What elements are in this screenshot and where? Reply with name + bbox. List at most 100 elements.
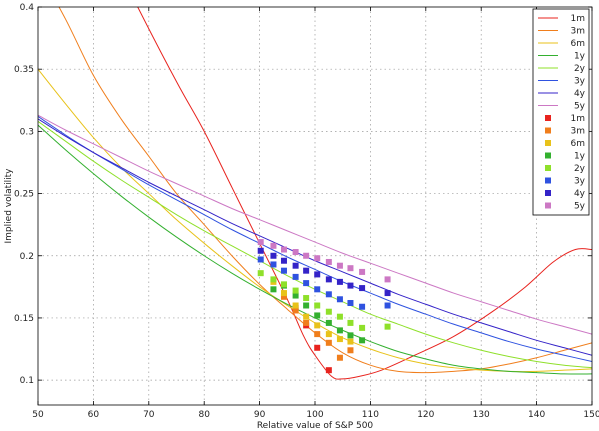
y-tick-label: 0.2	[20, 252, 34, 262]
marker-2y	[292, 287, 299, 294]
marker-1y	[303, 302, 310, 309]
legend-label-4y: 4y	[574, 89, 586, 99]
marker-5y	[347, 265, 354, 272]
x-tick-label: 110	[362, 410, 379, 420]
marker-4y	[280, 257, 287, 264]
x-tick-label: 130	[473, 410, 490, 420]
marker-5y	[303, 252, 310, 259]
marker-1y	[347, 332, 354, 339]
x-tick-label: 90	[254, 410, 266, 420]
marker-1y	[336, 327, 343, 334]
marker-3m	[303, 319, 310, 326]
legend-label-3m: 3m	[571, 127, 586, 137]
legend-label-5y: 5y	[574, 202, 586, 212]
legend-marker-swatch-2y	[545, 165, 551, 171]
legend-marker-swatch-1y	[545, 152, 551, 159]
y-axis-label: Implied volatility	[4, 168, 14, 244]
marker-6m	[336, 336, 343, 343]
legend-marker-swatch-6m	[545, 140, 551, 146]
y-tick-label: 0.4	[20, 3, 35, 13]
marker-4y	[336, 278, 343, 285]
marker-6m	[347, 338, 354, 345]
legend-label-1m: 1m	[571, 114, 586, 124]
marker-3m	[292, 307, 299, 314]
marker-2y	[347, 319, 354, 326]
legend-label-1m: 1m	[571, 14, 586, 24]
marker-5y	[270, 242, 277, 249]
legend-marker-swatch-3m	[545, 127, 551, 134]
marker-5y	[359, 268, 366, 275]
x-tick-label: 150	[583, 410, 599, 420]
y-tick-label: 0.3	[20, 127, 34, 137]
legend: 1m 3m 6m 1y 2y 3y 4y 5y 1m 3m 6m 1y 2y 3y 4y 5y	[532, 8, 590, 216]
legend-label-3y: 3y	[574, 177, 586, 187]
marker-1y	[270, 286, 277, 293]
marker-6m	[303, 313, 310, 320]
plot-area	[38, 7, 592, 380]
legend-label-6m: 6m	[571, 139, 586, 149]
marker-4y	[292, 262, 299, 269]
marker-3y	[384, 302, 391, 309]
marker-4y	[359, 285, 366, 292]
marker-3y	[280, 267, 287, 274]
marker-3m	[280, 293, 287, 300]
marker-1y	[359, 337, 366, 344]
marker-4y	[347, 282, 354, 289]
legend-label-2y: 2y	[574, 164, 586, 174]
marker-3m	[314, 331, 321, 338]
tick-labels: 50 60 70 80 90 100 110 120 130 140 150 0.1 0.15 0.2 0.…	[14, 3, 599, 420]
plot-frame	[37, 6, 593, 406]
line-series-3y	[38, 116, 592, 362]
marker-3m	[347, 347, 354, 354]
marker-4y	[384, 290, 391, 297]
marker-1y	[314, 312, 321, 319]
marker-2y	[384, 323, 391, 330]
y-tick-label: 0.25	[14, 190, 34, 200]
marker-1m	[325, 367, 332, 374]
marker-3y	[359, 303, 366, 310]
series-group	[38, 7, 592, 380]
y-tick-label: 0.1	[20, 376, 34, 386]
marker-5y	[257, 239, 264, 246]
x-tick-label: 120	[417, 410, 434, 420]
legend-marker-swatch-5y	[545, 202, 551, 209]
marker-1y	[325, 319, 332, 326]
legend-label-5y: 5y	[574, 102, 586, 112]
marker-6m	[325, 331, 332, 338]
legend-label-1y: 1y	[574, 152, 586, 162]
marker-5y	[280, 246, 287, 253]
marker-2y	[280, 281, 287, 288]
marker-3y	[257, 256, 264, 263]
marker-4y	[303, 267, 310, 274]
x-tick-label: 80	[198, 410, 210, 420]
legend-label-3m: 3m	[571, 27, 586, 37]
marker-1y	[292, 292, 299, 299]
marker-5y	[384, 276, 391, 283]
marker-4y	[314, 271, 321, 278]
line-series-1m	[137, 7, 592, 380]
x-tick-label: 50	[32, 410, 44, 420]
marker-5y	[336, 262, 343, 269]
marker-2y	[303, 295, 310, 302]
x-tick-label: 140	[528, 410, 545, 420]
legend-label-4y: 4y	[574, 189, 586, 199]
marker-3y	[325, 291, 332, 298]
marker-2y	[270, 276, 277, 283]
legend-marker-swatch-3y	[545, 177, 551, 184]
marker-6m	[280, 290, 287, 297]
marker-5y	[314, 255, 321, 262]
marker-3y	[314, 286, 321, 293]
marker-6m	[292, 302, 299, 309]
marker-4y	[257, 247, 264, 254]
marker-5y	[292, 249, 299, 256]
legend-label-2y: 2y	[574, 64, 586, 74]
marker-2y	[336, 313, 343, 320]
legend-label-1y: 1y	[574, 52, 586, 62]
line-series-5y	[38, 114, 592, 335]
legend-marker-swatch-1m	[545, 115, 551, 121]
marker-2y	[257, 270, 264, 277]
legend-marker-swatch-4y	[545, 190, 551, 196]
y-tick-label: 0.35	[14, 65, 34, 75]
marker-2y	[314, 302, 321, 309]
